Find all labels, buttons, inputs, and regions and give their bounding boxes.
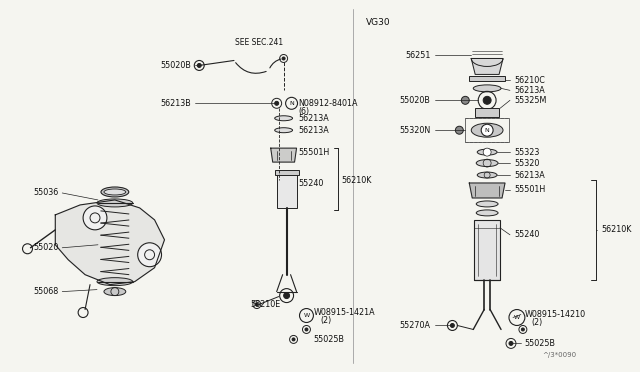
Bar xyxy=(469,76,505,81)
Circle shape xyxy=(483,148,491,156)
Text: 55036: 55036 xyxy=(33,189,58,198)
Ellipse shape xyxy=(104,288,126,296)
Bar xyxy=(476,108,499,117)
Text: 55501H: 55501H xyxy=(514,186,545,195)
Bar xyxy=(474,220,500,280)
Text: 56210E: 56210E xyxy=(251,300,281,309)
Circle shape xyxy=(451,324,454,327)
Text: 56210C: 56210C xyxy=(514,76,545,85)
Polygon shape xyxy=(271,148,296,162)
Text: 55240: 55240 xyxy=(514,230,540,239)
Ellipse shape xyxy=(104,189,126,195)
Text: N08912-8401A: N08912-8401A xyxy=(298,99,358,108)
Text: 56210K: 56210K xyxy=(341,176,372,185)
Circle shape xyxy=(284,293,289,299)
Circle shape xyxy=(275,101,278,105)
Bar xyxy=(275,170,298,175)
Text: W: W xyxy=(514,315,520,320)
Text: 55240: 55240 xyxy=(298,179,324,187)
Circle shape xyxy=(255,303,259,306)
Text: (2): (2) xyxy=(532,318,543,327)
Text: 55323: 55323 xyxy=(514,148,540,157)
Ellipse shape xyxy=(101,187,129,197)
Text: 55325M: 55325M xyxy=(514,96,547,105)
Text: SEE SEC.241: SEE SEC.241 xyxy=(235,38,283,47)
Text: (6): (6) xyxy=(298,107,310,116)
Text: 55025B: 55025B xyxy=(314,335,344,344)
Text: 56210K: 56210K xyxy=(602,225,632,234)
Ellipse shape xyxy=(97,199,132,207)
Ellipse shape xyxy=(97,278,132,286)
Text: 55020: 55020 xyxy=(33,243,58,252)
Bar xyxy=(465,118,509,142)
Text: W08915-14210: W08915-14210 xyxy=(525,310,586,319)
Polygon shape xyxy=(55,200,164,285)
Circle shape xyxy=(509,341,513,346)
Bar xyxy=(276,173,296,208)
Circle shape xyxy=(197,64,201,67)
Ellipse shape xyxy=(275,116,292,121)
Ellipse shape xyxy=(275,128,292,133)
Text: N: N xyxy=(484,128,490,133)
Circle shape xyxy=(456,126,463,134)
Circle shape xyxy=(461,96,469,104)
Text: 55020B: 55020B xyxy=(400,96,431,105)
Text: 55020B: 55020B xyxy=(161,61,191,70)
Text: N: N xyxy=(289,101,294,106)
Text: 55068: 55068 xyxy=(33,287,58,296)
Text: 55320: 55320 xyxy=(514,158,540,167)
Text: 56213B: 56213B xyxy=(161,99,191,108)
Ellipse shape xyxy=(476,201,498,207)
Text: 56213A: 56213A xyxy=(514,86,545,95)
Ellipse shape xyxy=(476,160,498,167)
Text: 56251: 56251 xyxy=(405,51,431,60)
Polygon shape xyxy=(469,183,505,198)
Text: 56213A: 56213A xyxy=(298,114,329,123)
Ellipse shape xyxy=(471,123,503,137)
Text: 56213A: 56213A xyxy=(514,170,545,180)
Circle shape xyxy=(138,243,161,267)
Text: W08915-1421A: W08915-1421A xyxy=(314,308,375,317)
Circle shape xyxy=(292,338,295,341)
Text: (2): (2) xyxy=(321,316,332,325)
Circle shape xyxy=(282,57,285,60)
Ellipse shape xyxy=(476,210,498,216)
Text: 55501H: 55501H xyxy=(298,148,330,157)
Circle shape xyxy=(481,124,493,136)
Ellipse shape xyxy=(477,172,497,178)
Circle shape xyxy=(83,206,107,230)
Circle shape xyxy=(305,328,308,331)
Ellipse shape xyxy=(477,149,497,155)
Text: 55320N: 55320N xyxy=(399,126,431,135)
Text: VG30: VG30 xyxy=(366,18,390,27)
Circle shape xyxy=(522,328,524,331)
Ellipse shape xyxy=(473,85,501,92)
Text: 56213A: 56213A xyxy=(298,126,329,135)
Circle shape xyxy=(483,96,491,104)
Text: ^/3*0090: ^/3*0090 xyxy=(542,352,577,358)
Text: 55025B: 55025B xyxy=(525,339,556,348)
Text: 55270A: 55270A xyxy=(399,321,431,330)
Polygon shape xyxy=(471,58,503,74)
Text: W: W xyxy=(303,313,310,318)
